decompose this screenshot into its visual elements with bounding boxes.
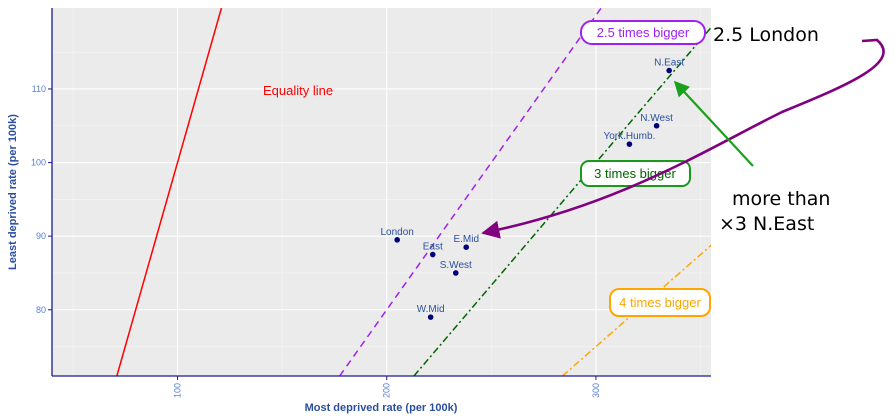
data-point-label: W.Mid bbox=[417, 304, 445, 315]
svg-text:3 times bigger: 3 times bigger bbox=[594, 166, 676, 181]
y-axis-title: Least deprived rate (per 100k) bbox=[7, 114, 19, 270]
data-point bbox=[429, 251, 436, 258]
data-point-label: London bbox=[381, 227, 414, 238]
data-point bbox=[452, 270, 459, 276]
svg-text:2.5 times bigger: 2.5 times bigger bbox=[597, 25, 690, 40]
equality-line-label: Equality line bbox=[263, 83, 333, 98]
purple-arrow bbox=[481, 38, 885, 239]
x-tick-label: 200 bbox=[382, 383, 392, 398]
label-2-5-times: 2.5 times bigger bbox=[580, 20, 706, 45]
annotation-x3-n-east: ×3 N.East bbox=[719, 213, 814, 235]
y-tick-label: 100 bbox=[31, 158, 46, 168]
y-tick-label: 80 bbox=[36, 305, 46, 315]
plot-background bbox=[52, 8, 711, 376]
svg-text:4 times bigger: 4 times bigger bbox=[619, 295, 701, 310]
data-point bbox=[626, 141, 633, 147]
data-point-label: N.East bbox=[654, 58, 684, 69]
data-point-label: S.West bbox=[440, 260, 472, 271]
data-point bbox=[394, 237, 400, 243]
annotation-more-than: more than bbox=[732, 188, 830, 210]
label-4-times: 4 times bigger bbox=[609, 288, 711, 317]
reference-line bbox=[413, 26, 711, 376]
green-arrow bbox=[673, 80, 754, 167]
label-3-times: 3 times bigger bbox=[580, 160, 691, 187]
data-point bbox=[463, 244, 470, 250]
y-tick-label: 110 bbox=[32, 84, 46, 94]
annotation-2-5-london: 2.5 London bbox=[713, 24, 819, 46]
x-axis-title: Most deprived rate (per 100k) bbox=[305, 402, 458, 414]
y-tick-label: 90 bbox=[36, 231, 46, 241]
data-point-label: N.West bbox=[640, 113, 673, 124]
reference-line bbox=[339, 8, 602, 376]
data-point-label: E.Mid bbox=[453, 234, 479, 245]
axis-ticks: 100 200 300 80 90 100 110 bbox=[31, 84, 601, 398]
data-point bbox=[666, 67, 672, 74]
data-point bbox=[653, 122, 660, 129]
x-tick-label: 100 bbox=[173, 383, 183, 398]
reference-line bbox=[116, 8, 223, 376]
data-point bbox=[427, 314, 434, 320]
data-point-label: York.Humb. bbox=[603, 131, 655, 142]
grid bbox=[52, 8, 711, 376]
x-tick-label: 300 bbox=[591, 383, 601, 398]
data-point-label: East bbox=[423, 242, 443, 253]
data-points: N.East N.West York.Humb. London East E.Mid S.W… bbox=[381, 58, 684, 320]
